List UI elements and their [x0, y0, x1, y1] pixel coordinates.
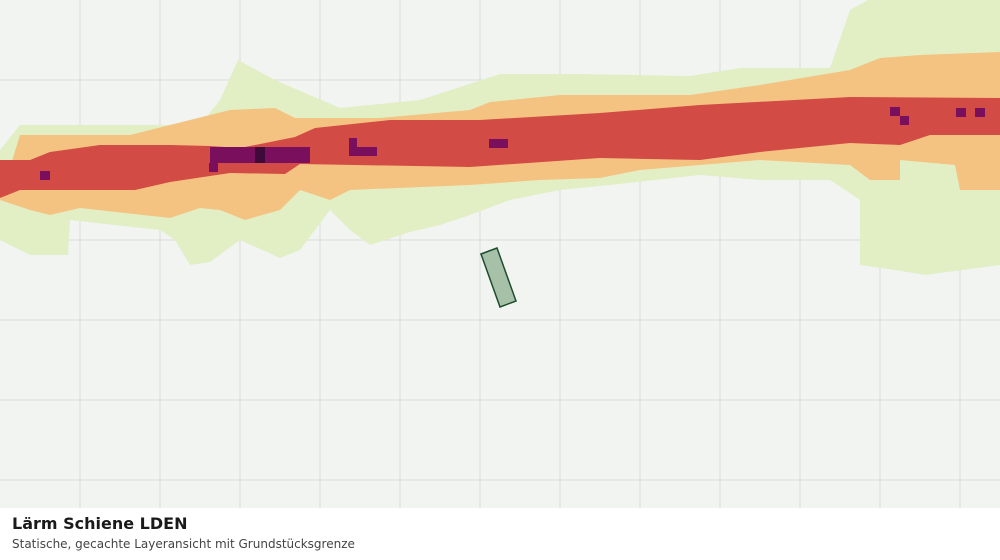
parcel-boundary — [480, 247, 517, 308]
caption-panel — [0, 508, 1000, 560]
noise-zone-peak — [255, 147, 265, 163]
map-title: Lärm Schiene LDEN — [12, 514, 187, 533]
map-subtitle: Statische, gecachte Layeransicht mit Gru… — [12, 537, 355, 551]
